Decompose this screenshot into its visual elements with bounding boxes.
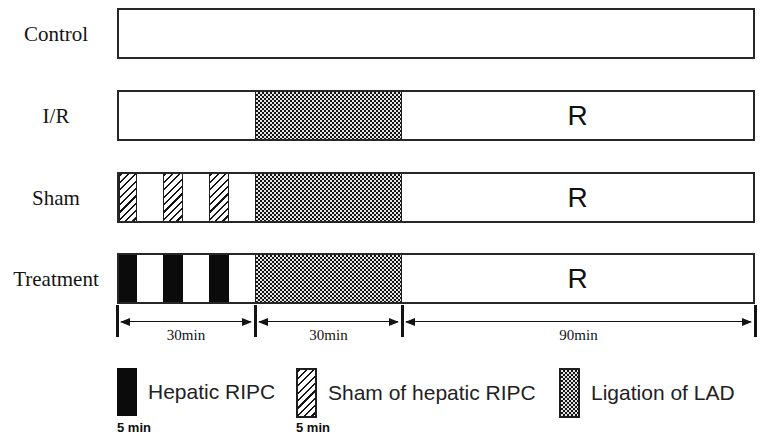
- interval-arrow: 30min: [259, 304, 398, 350]
- axis-tick: [401, 305, 404, 337]
- segment-blank: [137, 255, 163, 302]
- segment-reperfusion: R: [402, 255, 753, 302]
- segment-hepatic-ripc: [163, 255, 183, 302]
- legend-swatch-ligation: [559, 368, 580, 418]
- legend-swatch-sham-ripc: [296, 368, 317, 418]
- experimental-protocol-figure: Control I/R R Sham R Treatment R 30min 30min 90m…: [0, 0, 765, 443]
- legend-swatch-hepatic-ripc: [117, 368, 137, 416]
- segment-hepatic-ripc: [209, 255, 229, 302]
- reperfusion-label: R: [567, 263, 587, 295]
- group-bar-i-r: R: [117, 90, 755, 141]
- interval-arrow: 90min: [406, 304, 751, 350]
- legend-item-hepatic-ripc: Hepatic RIPC5 min: [117, 368, 275, 416]
- segment-blank: [119, 10, 753, 57]
- double-arrow-line: [259, 321, 398, 322]
- axis-tick: [754, 305, 757, 337]
- segment-ligation: [255, 255, 402, 302]
- segment-ligation: [255, 92, 402, 139]
- group-label: Control: [0, 21, 112, 46]
- segment-hepatic-ripc: [119, 255, 137, 302]
- group-label: Sham: [0, 185, 112, 210]
- legend: Hepatic RIPC5 minSham of hepatic RIPC5 m…: [0, 368, 765, 443]
- group-bar-control: [117, 8, 755, 59]
- time-axis: 30min 30min 90min: [117, 304, 757, 356]
- legend-item-ligation: Ligation of LAD: [559, 368, 735, 418]
- group-row-i-r: I/R R: [0, 90, 765, 141]
- segment-reperfusion: R: [402, 174, 753, 221]
- group-label: I/R: [0, 103, 112, 128]
- legend-label: Ligation of LAD: [591, 381, 735, 405]
- double-arrow-line: [406, 321, 751, 322]
- segment-blank: [229, 255, 255, 302]
- segment-blank: [183, 255, 209, 302]
- interval-arrow: 30min: [121, 304, 251, 350]
- legend-label: Hepatic RIPC: [148, 380, 275, 404]
- group-row-control: Control: [0, 8, 765, 59]
- group-bar-treatment: R: [117, 253, 755, 304]
- axis-tick: [254, 305, 257, 337]
- segment-blank: [137, 174, 163, 221]
- group-row-treatment: Treatment R: [0, 253, 765, 304]
- interval-duration-label: 90min: [406, 327, 751, 344]
- segment-blank: [229, 174, 255, 221]
- segment-ligation: [255, 174, 402, 221]
- segment-reperfusion: R: [402, 92, 753, 139]
- axis-tick: [116, 305, 119, 337]
- group-row-sham: Sham R: [0, 172, 765, 223]
- interval-duration-label: 30min: [121, 327, 251, 344]
- segment-blank: [119, 92, 255, 139]
- segment-sham-ripc: [209, 174, 229, 221]
- segment-sham-ripc: [119, 174, 137, 221]
- segment-sham-ripc: [163, 174, 183, 221]
- reperfusion-label: R: [567, 182, 587, 214]
- interval-duration-label: 30min: [259, 327, 398, 344]
- segment-blank: [183, 174, 209, 221]
- legend-duration-label: 5 min: [296, 420, 330, 435]
- reperfusion-label: R: [567, 100, 587, 132]
- legend-duration-label: 5 min: [117, 420, 151, 435]
- legend-item-sham-ripc: Sham of hepatic RIPC5 min: [296, 368, 536, 418]
- group-label: Treatment: [0, 266, 112, 291]
- group-bar-sham: R: [117, 172, 755, 223]
- double-arrow-line: [121, 321, 251, 322]
- legend-label: Sham of hepatic RIPC: [328, 381, 536, 405]
